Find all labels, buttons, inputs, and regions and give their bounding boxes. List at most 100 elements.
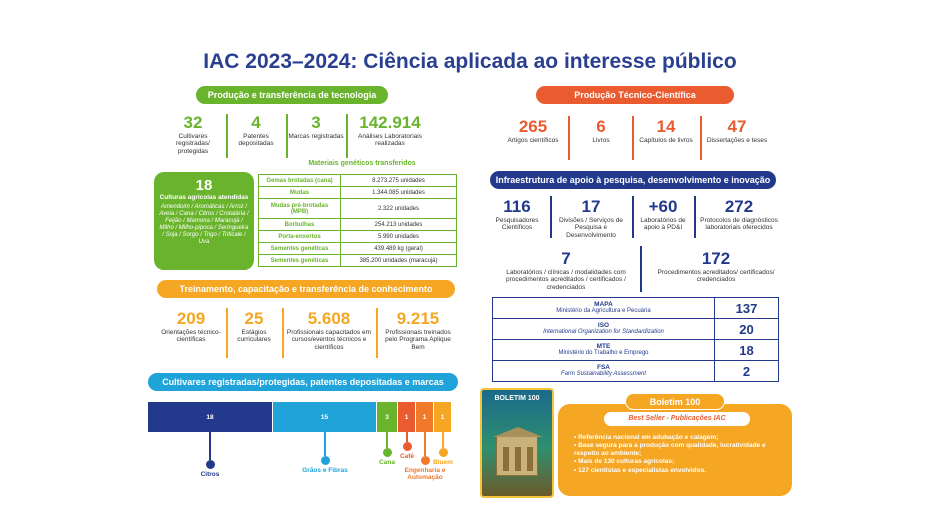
bar-stem [209, 432, 211, 460]
stat-num: 172 [701, 249, 731, 268]
table-row: Mudas 1.344.085 unidades [258, 186, 457, 199]
infra-header-label: Infraestrutura de apoio à pesquisa, dese… [495, 175, 771, 185]
divider [632, 116, 634, 160]
stat-num: 272 [724, 197, 754, 216]
cultivares-header-label: Cultivares registradas/protegidas, paten… [162, 377, 444, 387]
cert-key: MTE Ministério do Trabalho e Emprego [492, 339, 715, 361]
divider [346, 114, 348, 158]
stat-num: 209 [176, 309, 206, 328]
boletim-header-label: Boletim 100 [649, 396, 701, 407]
stat-label: Livros [592, 137, 610, 144]
stat-marcas: 3 Marcas registradas [288, 114, 344, 140]
culturas-list: Amendoim / Aromáticas / Arroz / Aveia / … [159, 204, 249, 245]
materiais-key: Sementes genéticas [258, 254, 341, 267]
cert-acronym: MAPA [594, 300, 613, 308]
stat-label: Protocolos de diagnósticos laboratoriais… [700, 217, 778, 232]
bar-stem [324, 432, 326, 456]
bar-stem [406, 432, 408, 442]
divider [694, 196, 696, 238]
stat-label: Procedimentos acreditados/ certificados/… [657, 269, 775, 284]
table-row: FSA Farm Sustainability Assessment 2 [492, 360, 779, 382]
producao-header: Produção e transferência de tecnologia [196, 86, 388, 104]
stat-num: 47 [727, 117, 747, 136]
boletim-subheader: Best Seller - Publicações IAC [604, 412, 750, 426]
materiais-key: Sementes genéticas [258, 242, 341, 255]
bar-label: Bluem [433, 459, 453, 466]
stat-num: 3 [311, 113, 321, 132]
treinamento-header: Treinamento, capacitação e transferência… [157, 280, 455, 298]
bar-segment: 18 [148, 402, 272, 432]
bullet-text: Mais de 130 culturas agrícolas; [578, 458, 675, 466]
bar-dot [403, 442, 412, 451]
treinamento-header-label: Treinamento, capacitação e transferência… [179, 284, 433, 294]
cultivares-header: Cultivares registradas/protegidas, paten… [148, 373, 458, 391]
bar-segment: 15 [273, 402, 376, 432]
bar-segment: 1 [416, 402, 433, 432]
stat-lab-acreditados: 7 Laboratórios / clínicas / modalidades … [496, 250, 636, 291]
infra-header: Infraestrutura de apoio à pesquisa, dese… [490, 171, 776, 189]
stat-label: Divisões / Serviços de Pesquisa e Desenv… [559, 217, 623, 239]
table-row: ISO International Organization for Standa… [492, 318, 779, 340]
boletim-subheader-label: Best Seller - Publicações IAC [628, 415, 726, 422]
boletim-cover-title: BOLETIM 100 [494, 395, 540, 402]
materiais-value: 439.489 kg (geral) [340, 242, 457, 255]
stat-label: Profissionais capacitados em cursos/even… [286, 329, 372, 351]
cert-desc: Ministério do Trabalho e Emprego [558, 350, 649, 357]
stat-label: Laboratórios de apoio à PD&I [640, 217, 686, 232]
table-row: MAPA Ministério da Agricultura e Pecuária… [492, 297, 779, 319]
bar-segment: 3 [377, 402, 397, 432]
cert-value: 18 [714, 339, 779, 361]
table-row: MTE Ministério do Trabalho e Emprego 18 [492, 339, 779, 361]
stat-capacitados: 5.608 Profissionais capacitados em curso… [286, 310, 372, 351]
boletim-bullets: • Referência nacional em adubação e cala… [574, 434, 788, 475]
stat-num: 14 [656, 117, 676, 136]
bar-label: Engenharia e Automação [404, 467, 446, 481]
stat-label: Pesquisadores Científicos [495, 217, 539, 232]
materiais-key: Mudas [258, 186, 341, 199]
bar-label: Citros [200, 471, 220, 478]
boletim-header: Boletim 100 [625, 393, 725, 410]
list-item: • 127 cientistas e especialistas envolvi… [574, 466, 706, 474]
bar-dot [439, 448, 448, 457]
stat-patentes: 4 Patentes depositadas [228, 114, 284, 148]
cert-value: 2 [714, 360, 779, 382]
bullet-text: Referência nacional em adubação e calage… [578, 434, 719, 441]
materiais-value: 8.273.275 unidades [340, 174, 457, 187]
stat-protocolos: 272 Protocolos de diagnósticos laborator… [698, 198, 780, 232]
materiais-key: Gemas brotadas (cana) [258, 174, 341, 187]
producao-tc-header-label: Produção Técnico-Científica [574, 90, 696, 100]
stat-label: Cultivares registradas/ protegidas [176, 133, 210, 155]
materiais-value: 385.200 unidades (maracujá) [340, 254, 457, 267]
stat-num: 116 [503, 197, 531, 216]
bullet-text: Base segura para a produção com qualidad… [574, 442, 766, 458]
stat-divisoes: 17 Divisões / Serviços de Pesquisa e Des… [554, 198, 628, 239]
stat-num: 17 [581, 197, 601, 216]
certificacoes-table: MAPA Ministério da Agricultura e Pecuária… [492, 297, 779, 382]
bar-segment: 1 [434, 402, 451, 432]
cert-desc: Ministério da Agricultura e Pecuária [556, 308, 651, 315]
table-row: Sementes genéticas 439.489 kg (geral) [258, 242, 457, 255]
stat-label: Marcas registradas [288, 133, 344, 140]
cert-key: FSA Farm Sustainability Assessment [492, 360, 715, 382]
divider [226, 308, 228, 358]
cert-value: 137 [714, 297, 779, 319]
stat-label: Orientações técnico-científicas [161, 329, 221, 344]
culturas-title: Culturas agrícolas atendidas [159, 194, 249, 201]
stat-label: Dissertações e teses [706, 137, 768, 144]
stat-label: Profissionais treinados pelo Programa Ap… [385, 329, 451, 351]
materiais-title: Materiais genéticos transferidos [308, 160, 416, 167]
cert-acronym: FSA [597, 363, 610, 371]
cert-acronym: MTE [596, 342, 611, 350]
materiais-key: Mudas pré-brotadas (MPB) [258, 198, 341, 219]
stat-orientacoes: 209 Orientações técnico-científicas [160, 310, 222, 344]
culturas-num: 18 [195, 177, 213, 194]
table-row: Sementes genéticas 385.200 unidades (mara… [258, 254, 457, 267]
table-row: Borbulhas 254.213 unidades [258, 218, 457, 231]
stat-analises: 142.914 Análises Laboratoriais realizada… [348, 114, 432, 148]
culturas-box: 18 Culturas agrícolas atendidas Amendoim… [154, 172, 254, 270]
cert-key: MAPA Ministério da Agricultura e Pecuária [492, 297, 715, 319]
bar-label: Cana [379, 459, 395, 466]
bar-dot [421, 456, 430, 465]
divider [376, 308, 378, 358]
materiais-key: Borbulhas [258, 218, 341, 231]
